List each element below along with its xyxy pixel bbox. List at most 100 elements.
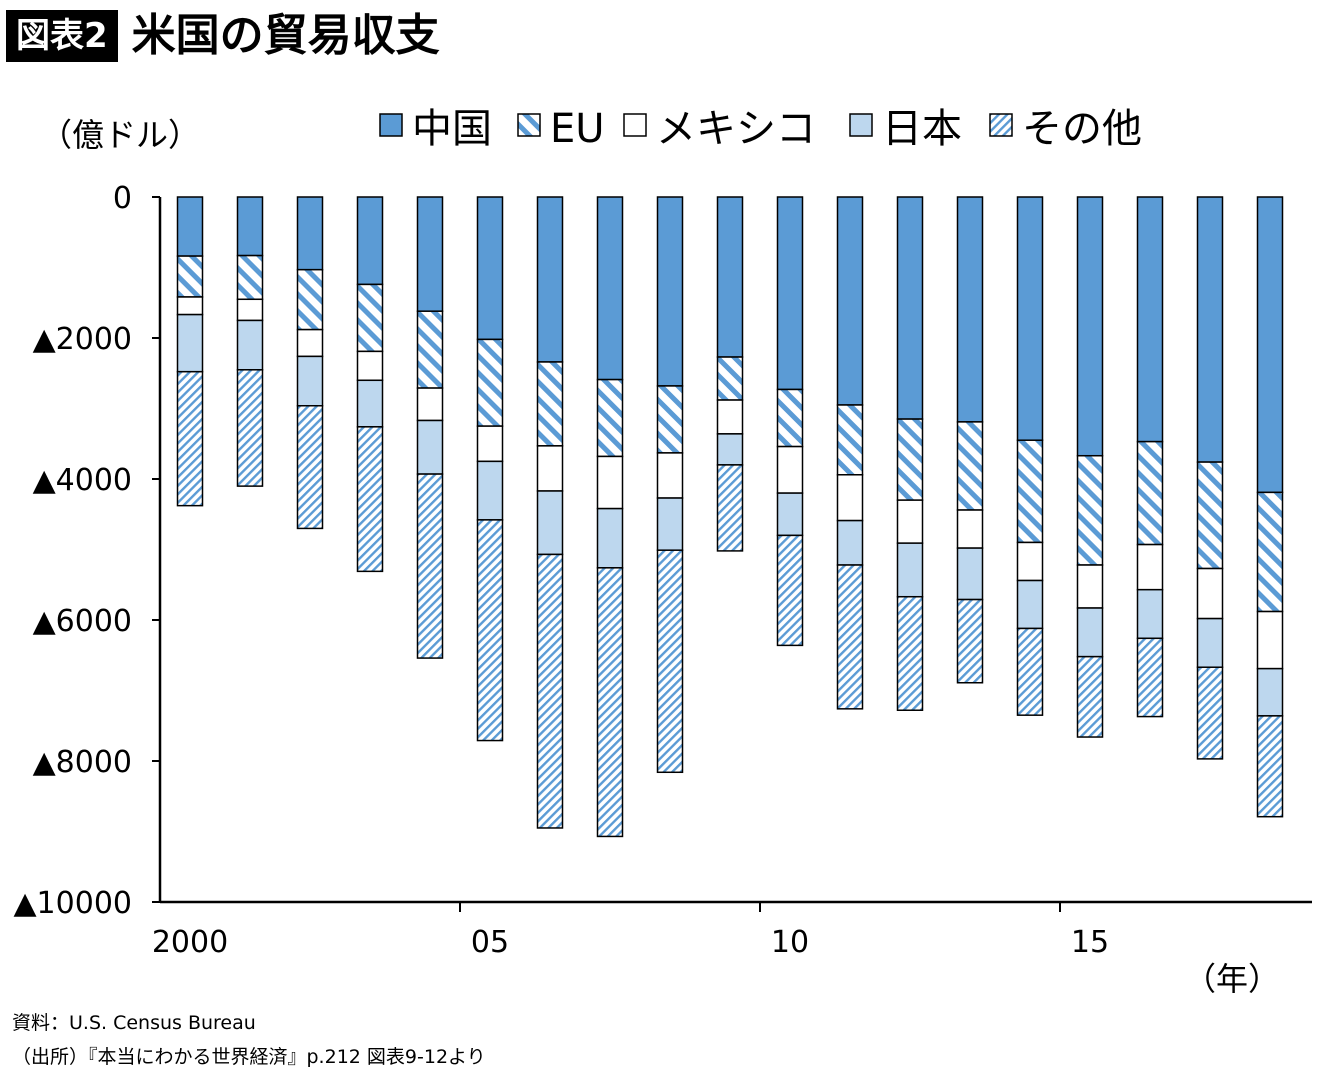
bar-segment-5	[1016, 627, 1044, 716]
bar-segment-2	[356, 283, 384, 353]
bar-segment-2	[1256, 491, 1284, 613]
bar-segment-4	[596, 507, 624, 569]
bar-segment-3	[956, 509, 984, 549]
bar-segment-4	[896, 542, 924, 598]
bar-segment-5	[1076, 655, 1104, 738]
bar-segment-3	[836, 474, 864, 522]
legend-swatch	[517, 113, 541, 137]
bar-segment-1	[1196, 196, 1224, 463]
bar-segment-2	[656, 385, 684, 454]
bar-segment-4	[476, 460, 504, 521]
bar-segment-3	[1136, 543, 1164, 591]
bar-segment-2	[416, 310, 444, 389]
bar-segment-1	[416, 196, 444, 312]
figure-number-badge: 図表2	[6, 10, 118, 62]
x-tick-label: 05	[471, 925, 509, 960]
bar-segment-1	[236, 196, 264, 257]
bar-segment-4	[656, 497, 684, 551]
bar-segment-4	[356, 379, 384, 428]
legend-label: 中国	[412, 106, 492, 152]
bar-segment-1	[1076, 196, 1104, 457]
bar-segment-1	[356, 196, 384, 286]
bar-segment-2	[296, 268, 324, 331]
bar-segment-3	[596, 455, 624, 510]
bar-segment-5	[296, 405, 324, 530]
legend-swatch	[849, 113, 873, 137]
bar-segment-4	[416, 419, 444, 475]
bar-segment-1	[296, 196, 324, 271]
bar-segment-4	[176, 313, 204, 373]
bar-segment-4	[1076, 607, 1104, 658]
bar-segment-2	[896, 418, 924, 501]
bar-segment-4	[836, 519, 864, 566]
legend-swatch	[623, 113, 647, 137]
bar-segment-5	[596, 567, 624, 838]
bar-segment-2	[1136, 440, 1164, 546]
legend-swatch	[379, 113, 403, 137]
bar-segment-4	[1256, 667, 1284, 717]
bar-segment-1	[1016, 196, 1044, 441]
bar-segment-1	[476, 196, 504, 341]
legend-label: その他	[1022, 106, 1142, 152]
bar-segment-1	[536, 196, 564, 363]
y-tick-label: ▲4000	[33, 463, 132, 498]
figure-title: 図表2 米国の貿易収支	[6, 6, 440, 66]
chart-title: 米国の貿易収支	[131, 10, 440, 61]
bar-segment-2	[596, 378, 624, 458]
bar-segment-3	[716, 399, 744, 435]
bar-segment-1	[596, 196, 624, 381]
bar-segment-5	[476, 519, 504, 742]
bar-segment-4	[1016, 579, 1044, 630]
x-axis-unit-label: （年）	[1184, 960, 1280, 998]
bar-segment-2	[776, 388, 804, 448]
bar-segment-3	[416, 387, 444, 422]
bar-segment-2	[956, 421, 984, 511]
citation-note: （出所）『本当にわかる世界経済』p.212 図表9-12より	[12, 1046, 486, 1068]
x-tick-label: 2000	[152, 925, 228, 960]
bar-segment-3	[1016, 541, 1044, 582]
bar-segment-5	[1196, 666, 1224, 760]
legend-swatch	[989, 113, 1013, 137]
y-axis-unit-label: （億ドル）	[40, 116, 200, 154]
bar-segment-5	[176, 370, 204, 507]
bar-segment-5	[356, 426, 384, 573]
bar-segment-1	[656, 196, 684, 387]
bar-segment-4	[776, 492, 804, 537]
bar-segment-3	[536, 445, 564, 492]
bars	[176, 196, 1284, 838]
bar-segment-2	[1076, 454, 1104, 566]
bar-segment-4	[296, 355, 324, 407]
y-axis: 0 ▲2000 ▲4000 ▲6000 ▲8000 ▲10000	[13, 181, 162, 921]
bar-segment-5	[836, 564, 864, 710]
legend-label: EU	[550, 106, 605, 152]
bar-segment-2	[1196, 461, 1224, 570]
bar-segment-5	[776, 534, 804, 647]
legend-label: 日本	[882, 106, 962, 152]
bar-segment-2	[836, 404, 864, 476]
source-note: 資料：U.S. Census Bureau	[12, 1012, 256, 1034]
bar-segment-5	[656, 549, 684, 774]
y-tick-label: ▲8000	[33, 745, 132, 780]
bar-segment-3	[356, 350, 384, 382]
bar-segment-5	[1256, 715, 1284, 818]
bar-segment-3	[176, 296, 204, 316]
bar-segment-3	[1256, 610, 1284, 670]
bar-segment-2	[176, 255, 204, 298]
bar-segment-4	[956, 547, 984, 601]
bar-segment-4	[1136, 588, 1164, 640]
bar-segment-1	[776, 196, 804, 391]
bar-segment-1	[896, 196, 924, 420]
bar-segment-2	[1016, 439, 1044, 544]
y-tick-label: ▲10000	[13, 886, 132, 921]
x-axis: 2000 05 10 15	[152, 900, 1312, 960]
bar-segment-3	[1076, 564, 1104, 609]
bar-segment-4	[1196, 617, 1224, 668]
bar-segment-2	[716, 356, 744, 401]
bar-segment-5	[236, 369, 264, 487]
bar-segment-3	[476, 425, 504, 463]
bar-segment-3	[776, 445, 804, 494]
bar-segment-4	[716, 433, 744, 466]
legend-label: メキシコ	[656, 106, 816, 152]
bar-segment-3	[896, 499, 924, 544]
bar-segment-5	[896, 595, 924, 711]
